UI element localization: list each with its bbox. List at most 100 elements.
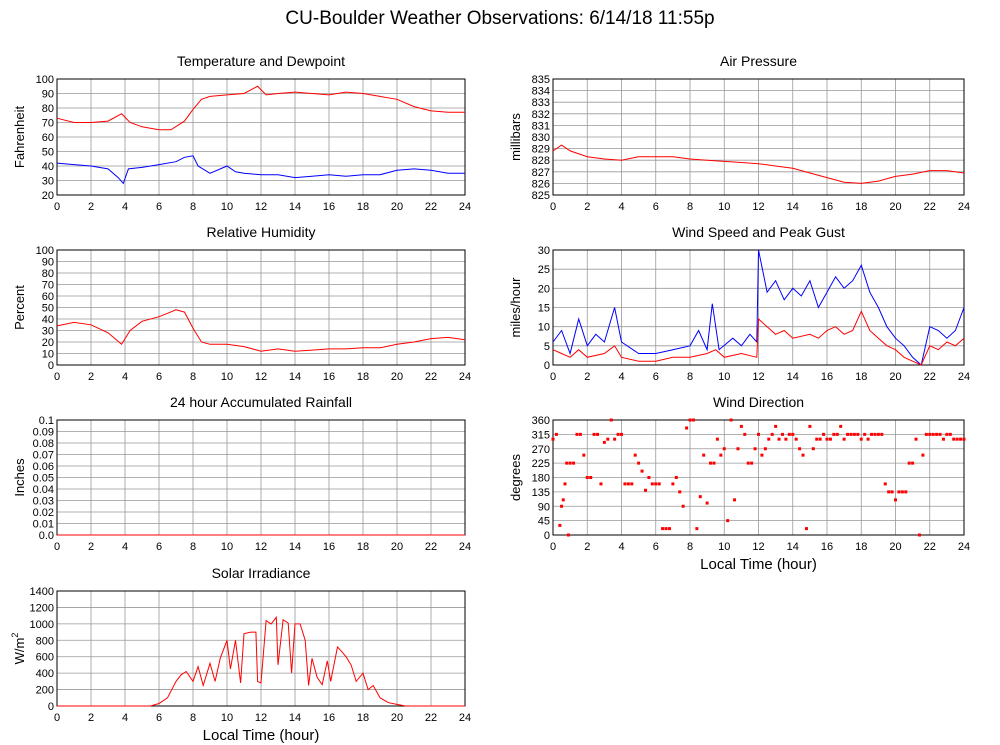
direction-point <box>712 461 716 465</box>
y-tick-label: 5 <box>544 341 550 353</box>
x-tick-label: 24 <box>459 201 471 213</box>
x-tick-label: 4 <box>122 541 128 553</box>
direction-point <box>787 432 791 436</box>
direction-point <box>818 437 822 441</box>
y-tick-label: 20 <box>538 283 550 295</box>
direction-point <box>698 495 702 499</box>
direction-point <box>746 461 750 465</box>
direction-point <box>582 453 586 457</box>
x-tick-label: 0 <box>54 541 60 553</box>
y-tick-label: 0 <box>544 530 550 542</box>
y-tick-label: 800 <box>36 635 54 647</box>
x-tick-label: 16 <box>323 371 335 383</box>
temp-plot-frame <box>56 78 466 196</box>
direction-point <box>839 424 843 428</box>
direction-point <box>722 447 726 451</box>
direction-point <box>602 440 606 444</box>
direction-point <box>760 453 764 457</box>
direction-point <box>647 476 651 479</box>
y-tick-label: 70 <box>42 118 54 130</box>
direction-point <box>585 476 589 479</box>
x-tick-label: 18 <box>357 371 369 383</box>
y-tick-label: 100 <box>36 74 54 86</box>
x-tick-label: 10 <box>718 201 730 213</box>
y-tick-label: 826 <box>532 178 550 190</box>
direction-point <box>784 437 788 441</box>
y-tick-label: 0.05 <box>33 473 54 485</box>
y-tick-label: 200 <box>36 685 54 697</box>
direction-point <box>911 461 915 465</box>
direction-point <box>572 461 576 465</box>
wind-series-1-line <box>552 310 965 366</box>
y-tick-label: 0.01 <box>33 519 54 531</box>
wind-series-0-line <box>552 249 965 366</box>
x-tick-label: 24 <box>958 541 970 553</box>
y-tick-label: 1200 <box>30 602 54 614</box>
direction-point <box>753 447 757 451</box>
y-tick-label: 60 <box>42 291 54 303</box>
x-tick-label: 22 <box>924 541 936 553</box>
direction-point <box>846 432 850 436</box>
x-tick-label: 8 <box>190 201 196 213</box>
y-tick-label: 400 <box>36 668 54 680</box>
x-tick-label: 16 <box>323 712 335 724</box>
y-tick-label: 1000 <box>30 619 54 631</box>
direction-point <box>551 437 555 441</box>
direction-point <box>695 527 699 531</box>
y-tick-label: 15 <box>538 303 550 315</box>
x-tick-label: 16 <box>821 201 833 213</box>
direction-ylabel: degrees <box>508 454 523 501</box>
direction-point <box>565 461 569 465</box>
wind-title: Wind Speed and Peak Gust <box>672 224 845 240</box>
temp-series-1-line <box>56 155 465 185</box>
y-tick-label: 10 <box>42 349 54 361</box>
x-tick-label: 2 <box>584 541 590 553</box>
direction-point <box>907 461 911 465</box>
direction-point <box>873 432 877 436</box>
direction-point <box>733 498 737 502</box>
y-tick-label: 0.03 <box>33 496 54 508</box>
direction-point <box>774 424 778 428</box>
ylabel-text: miles/hour <box>508 277 523 338</box>
solar-series-0-line <box>57 615 465 707</box>
solar-plot-frame <box>56 590 466 707</box>
direction-point <box>578 432 582 436</box>
x-tick-label: 18 <box>855 541 867 553</box>
x-tick-label: 2 <box>88 712 94 724</box>
solar-ylabel: W/m2 <box>10 633 27 665</box>
direction-point <box>726 519 730 523</box>
direction-plot-frame <box>552 419 965 536</box>
ylabel-text: Fahrenheit <box>12 106 27 169</box>
y-tick-label: 832 <box>532 109 550 121</box>
y-tick-label: 0.04 <box>33 484 54 496</box>
direction-point <box>654 482 658 486</box>
x-tick-label: 18 <box>357 201 369 213</box>
direction-point <box>880 432 884 436</box>
y-tick-label: 50 <box>42 303 54 315</box>
direction-point <box>914 437 918 441</box>
y-tick-label: 30 <box>42 176 54 188</box>
pressure-plot-frame <box>552 78 965 196</box>
x-tick-label: 22 <box>425 371 437 383</box>
direction-point <box>804 527 808 531</box>
x-tick-label: 14 <box>787 201 799 213</box>
x-tick-label: 2 <box>584 201 590 213</box>
x-tick-label: 24 <box>958 201 970 213</box>
x-tick-label: 10 <box>718 371 730 383</box>
y-tick-label: 60 <box>42 132 54 144</box>
direction-point <box>870 432 874 436</box>
y-tick-label: 20 <box>42 337 54 349</box>
direction-point <box>876 432 880 436</box>
x-tick-label: 4 <box>618 201 624 213</box>
direction-point <box>558 523 562 527</box>
x-tick-label: 18 <box>855 371 867 383</box>
pressure-title: Air Pressure <box>720 53 797 69</box>
direction-point <box>691 418 695 422</box>
direction-point <box>924 432 928 436</box>
x-tick-label: 12 <box>752 371 764 383</box>
x-tick-label: 16 <box>821 371 833 383</box>
